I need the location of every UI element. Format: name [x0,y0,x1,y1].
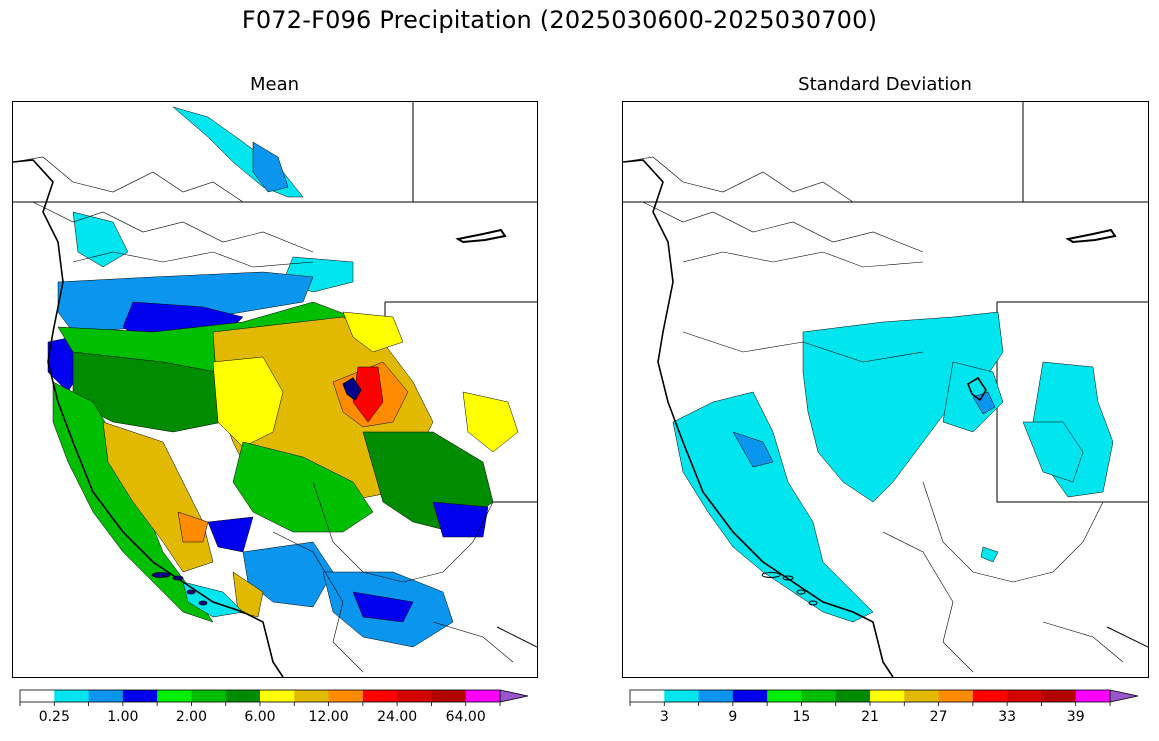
colorbar-swatch [294,690,330,702]
colorbar-swatch [904,690,940,702]
colorbar-swatch [88,690,124,702]
colorbar-swatch [938,690,974,702]
colorbar-swatch [122,690,158,702]
mean-colorbar: 0.25 1.00 2.00 6.00 12.00 24.00 64.00 [12,686,542,741]
colorbar-tick-label: 21 [861,709,879,725]
colorbar-swatch [801,690,837,702]
mean-panel-title: Mean [249,74,300,95]
colorbar-tick-label: 15 [793,709,811,725]
mexico-border [496,626,537,648]
figure-title: F072-F096 Precipitation (2025030600-2025… [241,6,878,34]
colorbar-swatch [732,690,768,702]
colorbar-swatch [260,690,295,702]
colorbar-swatch [835,690,871,702]
colorbar-swatch [1041,690,1077,702]
stddev-colorbar-svg: 3 9 15 21 27 33 39 [629,689,1139,725]
stddev-map [622,101,1149,678]
colorbar-swatch [20,690,55,702]
colorbar-swatch [397,690,432,702]
colorbar-swatch [1007,690,1042,702]
colorbar-tick-label: 1.00 [107,709,138,725]
colorbar-tick-label: 6.00 [244,709,275,725]
great-salt-lake [342,377,362,401]
stddev-field [672,311,1114,623]
pacific-coastline [623,159,894,677]
mean-map-canvas [13,102,537,677]
colorbar-swatch [870,690,905,702]
colorbar-swatch [664,690,700,702]
state-boundary [996,302,1148,503]
colorbar-tick-label: 64.00 [446,709,486,725]
colorbar-tick-label: 2.00 [176,709,207,725]
pacific-coastline [13,159,284,677]
mexico-border [1106,626,1148,648]
colorbar-extend-arrow [1109,689,1139,703]
colorbar-swatch [54,690,90,702]
colorbar-extend-arrow [499,689,529,703]
lake-icon [455,228,507,244]
channel-islands [761,572,818,606]
stddev-basin-outlines [623,156,1124,673]
colorbar-tick-label: 27 [930,709,948,725]
colorbar-tick-label: 33 [998,709,1016,725]
great-salt-lake [967,376,987,402]
stddev-panel-title: Standard Deviation [798,74,972,95]
colorbar-swatch [362,690,398,702]
mean-colorbar-svg: 0.25 1.00 2.00 6.00 12.00 24.00 64.00 [19,689,529,725]
colorbar-swatch [698,690,734,702]
colorbar-swatch [328,690,364,702]
colorbar-tick-label: 24.00 [377,709,417,725]
mean-map [12,101,538,678]
mean-precip-field [47,106,519,648]
colorbar-swatch [225,690,261,702]
colorbar-swatch [1075,690,1111,702]
channel-islands [151,572,208,606]
colorbar-tick-label: 39 [1067,709,1085,725]
colorbar-swatch [972,690,1008,702]
mean-basin-outlines [13,156,514,673]
colorbar-swatch [191,690,227,702]
stddev-map-canvas [623,102,1148,677]
colorbar-swatch [431,690,467,702]
lake-icon [1065,228,1117,244]
colorbar-swatch [157,690,192,702]
colorbar-tick-label: 0.25 [39,709,70,725]
colorbar-swatch [767,690,802,702]
colorbar-tick-label: 12.00 [309,709,349,725]
colorbar-swatch [465,690,501,702]
colorbar-tick-label: 3 [660,709,669,725]
stddev-colorbar: 3 9 15 21 27 33 39 [622,686,1152,741]
colorbar-tick-label: 9 [728,709,737,725]
colorbar-swatch [630,690,665,702]
